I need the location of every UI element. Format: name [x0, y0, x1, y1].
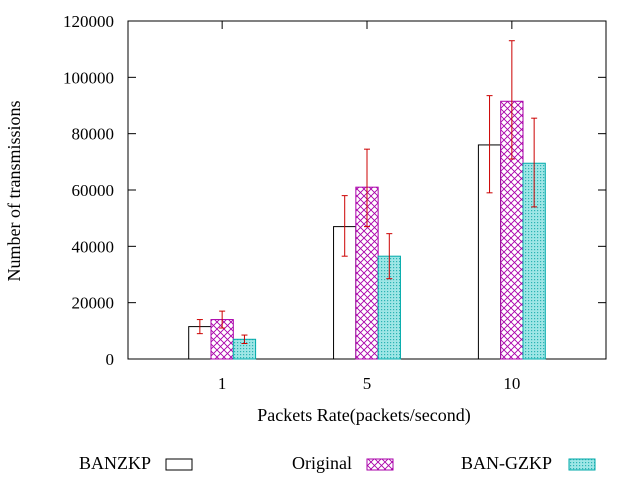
- legend-swatch-banzkp: [165, 458, 193, 471]
- x-tick-label: 10: [503, 374, 520, 393]
- y-tick-label: 120000: [63, 12, 114, 31]
- legend-label-banzkp: BANZKP: [79, 453, 151, 473]
- y-axis-title: Number of transmissions: [4, 101, 24, 282]
- y-tick-label: 20000: [72, 294, 115, 313]
- y-tick-label: 100000: [63, 68, 114, 87]
- y-tick-label: 0: [106, 350, 115, 369]
- x-tick-label: 5: [363, 374, 372, 393]
- legend-swatch-original: [366, 458, 394, 471]
- legend-swatch-ban-gzkp: [568, 458, 596, 471]
- y-tick-label: 60000: [72, 181, 115, 200]
- x-tick-label: 1: [218, 374, 227, 393]
- x-axis-title: Packets Rate(packets/second): [257, 405, 470, 426]
- y-tick-label: 80000: [72, 125, 115, 144]
- legend-label-original: Original: [292, 453, 352, 473]
- legend-label-ban-gzkp: BAN-GZKP: [461, 453, 552, 473]
- y-tick-label: 40000: [72, 237, 115, 256]
